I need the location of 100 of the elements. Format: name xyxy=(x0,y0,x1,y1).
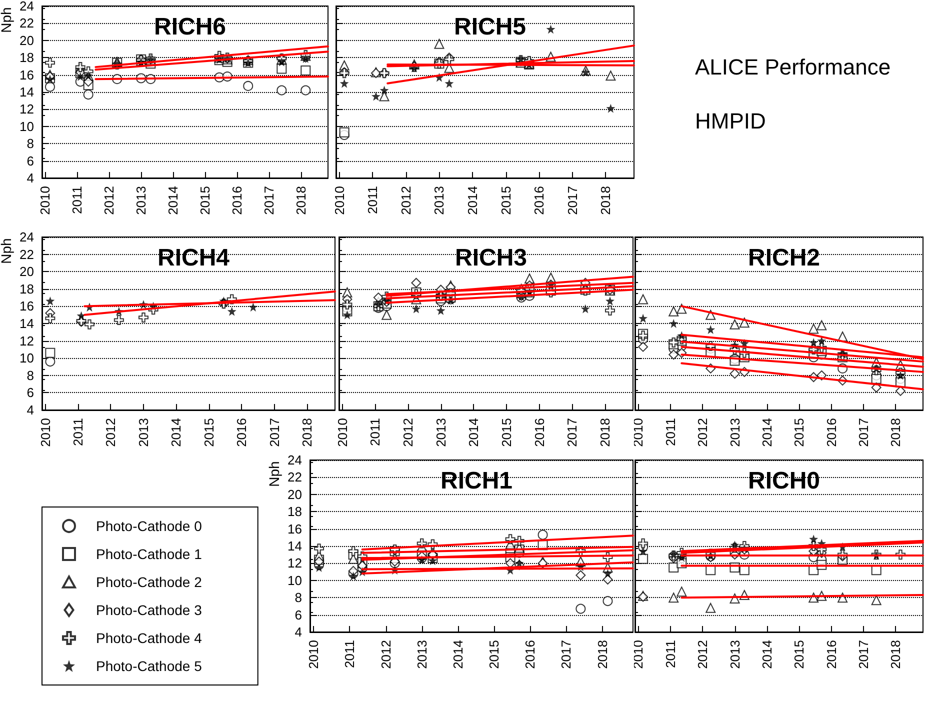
x-tick-label: 2010 xyxy=(38,186,53,215)
legend-label: Photo-Cathode 5 xyxy=(96,658,202,674)
x-tick-label: 2013 xyxy=(134,186,149,215)
y-axis-title: Nph xyxy=(0,7,14,33)
y-tick-label: 24 xyxy=(288,452,302,468)
x-tick-label: 2010 xyxy=(630,640,646,669)
x-tick-label: 2017 xyxy=(266,418,282,447)
x-tick-label: 2012 xyxy=(102,186,117,215)
x-tick-label: 2010 xyxy=(630,418,646,447)
y-tick-label: 4 xyxy=(26,402,34,418)
y-tick-label: 20 xyxy=(20,264,34,280)
x-tick-label: 2011 xyxy=(662,418,678,446)
x-tick-label: 2017 xyxy=(856,418,871,447)
chart-title: RICH3 xyxy=(454,244,528,272)
x-tick-label: 2014 xyxy=(166,186,181,215)
chart-title: RICH4 xyxy=(157,244,230,272)
x-tick-label: 2011 xyxy=(368,418,383,446)
x-tick-label: 2011 xyxy=(365,186,380,214)
x-tick-label: 2013 xyxy=(727,418,742,447)
y-tick-label: 8 xyxy=(26,136,34,152)
chart-title: RICH5 xyxy=(454,14,526,40)
legend-label: Photo-Cathode 2 xyxy=(96,574,202,590)
x-tick-label: 2017 xyxy=(558,640,574,669)
x-tick-label: 2013 xyxy=(414,640,430,669)
x-tick-label: 2014 xyxy=(450,640,466,669)
y-tick-label: 10 xyxy=(20,350,34,366)
legend-label: Photo-Cathode 3 xyxy=(96,602,202,618)
x-tick-label: 2015 xyxy=(197,186,212,215)
x-tick-label: 2016 xyxy=(234,418,250,447)
y-tick-label: 8 xyxy=(26,368,34,383)
x-tick-label: 2017 xyxy=(564,186,580,215)
x-tick-label: 2012 xyxy=(398,186,414,215)
x-tick-label: 2010 xyxy=(306,640,322,669)
x-tick-label: 2012 xyxy=(378,640,394,669)
x-tick-label: 2015 xyxy=(792,640,807,669)
y-tick-label: 18 xyxy=(20,281,34,296)
x-tick-label: 2012 xyxy=(695,418,710,447)
x-tick-label: 2012 xyxy=(695,640,710,669)
y-tick-label: 22 xyxy=(20,16,34,31)
legend-label: Photo-Cathode 0 xyxy=(96,518,202,534)
chart-title: RICH6 xyxy=(154,14,226,40)
x-tick-label: 2014 xyxy=(168,418,184,447)
x-tick-label: 2011 xyxy=(662,640,678,668)
y-tick-label: 24 xyxy=(20,230,34,244)
y-tick-label: 4 xyxy=(294,624,302,640)
x-tick-label: 2014 xyxy=(465,186,480,215)
y-tick-label: 16 xyxy=(20,298,34,314)
x-tick-label: 2014 xyxy=(466,418,482,447)
y-tick-label: 16 xyxy=(288,521,302,536)
x-tick-label: 2016 xyxy=(522,640,538,669)
y-axis-title: Nph xyxy=(0,238,14,264)
y-axis-title: Nph xyxy=(266,461,282,487)
x-tick-label: 2018 xyxy=(598,418,613,447)
x-tick-label: 2018 xyxy=(598,186,614,215)
y-tick-label: 22 xyxy=(288,470,302,485)
x-tick-label: 2017 xyxy=(564,418,580,447)
y-tick-label: 18 xyxy=(20,50,34,66)
chart-title: RICH0 xyxy=(748,468,820,494)
x-tick-label: 2016 xyxy=(229,186,244,215)
x-tick-label: 2017 xyxy=(261,186,276,215)
x-tick-label: 2011 xyxy=(70,418,86,446)
x-tick-label: 2014 xyxy=(759,418,774,447)
x-tick-label: 2018 xyxy=(293,186,308,215)
y-tick-label: 8 xyxy=(294,590,302,606)
text: HMPID xyxy=(695,108,766,134)
x-tick-label: 2012 xyxy=(400,418,416,447)
y-tick-label: 6 xyxy=(26,153,34,168)
x-tick-label: 2013 xyxy=(432,186,447,215)
x-tick-label: 2016 xyxy=(824,640,839,669)
legend-label: Photo-Cathode 4 xyxy=(96,630,202,646)
x-tick-label: 2013 xyxy=(727,640,742,669)
y-tick-label: 20 xyxy=(288,486,302,502)
y-tick-label: 24 xyxy=(20,0,34,14)
x-tick-label: 2016 xyxy=(532,186,547,215)
x-tick-label: 2010 xyxy=(332,186,347,215)
x-tick-label: 2014 xyxy=(759,640,774,669)
text: ALICE Performance xyxy=(695,54,891,80)
x-tick-label: 2016 xyxy=(532,418,547,447)
y-tick-label: 12 xyxy=(20,333,34,348)
y-tick-label: 4 xyxy=(26,170,34,186)
x-tick-label: 2016 xyxy=(824,418,839,447)
x-tick-label: 2018 xyxy=(594,640,610,669)
y-tick-label: 6 xyxy=(26,385,34,400)
y-tick-label: 12 xyxy=(288,556,302,571)
x-tick-label: 2011 xyxy=(342,640,358,668)
x-tick-label: 2015 xyxy=(486,640,502,669)
x-tick-label: 2015 xyxy=(498,186,514,215)
y-tick-label: 10 xyxy=(20,118,34,134)
y-tick-label: 14 xyxy=(288,538,302,554)
y-tick-label: 12 xyxy=(20,102,34,117)
y-tick-label: 6 xyxy=(294,607,302,622)
x-tick-label: 2015 xyxy=(792,418,807,447)
x-tick-label: 2011 xyxy=(70,186,85,214)
y-tick-label: 14 xyxy=(20,316,34,331)
chart-title: RICH1 xyxy=(440,468,513,494)
chart-title: RICH2 xyxy=(748,244,820,272)
x-tick-label: 2012 xyxy=(103,418,118,447)
x-tick-label: 2017 xyxy=(856,640,871,669)
y-tick-label: 20 xyxy=(20,32,34,48)
x-tick-label: 2013 xyxy=(433,418,448,447)
